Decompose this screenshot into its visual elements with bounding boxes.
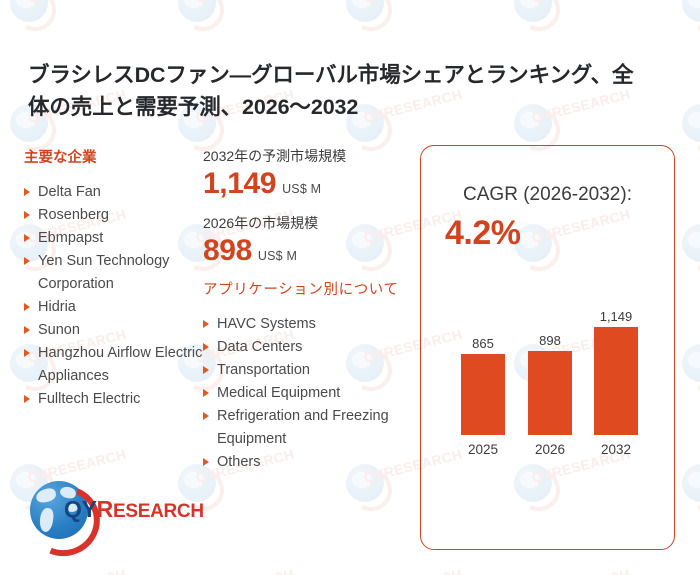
company-list-item: Yen Sun Technology Corporation bbox=[24, 250, 204, 296]
bullet-triangle-icon bbox=[24, 188, 30, 197]
bullet-triangle-icon bbox=[203, 412, 209, 421]
application-list-item: Refrigeration and Freezing Equipment bbox=[203, 405, 418, 451]
bullet-triangle-icon bbox=[24, 303, 30, 312]
bar-category-label: 2026 bbox=[534, 442, 566, 457]
page-title: ブラシレスDCファン―グローバル市場シェアとランキング、全体の売上と需要予測、2… bbox=[28, 63, 634, 119]
application-list-item: Medical Equipment bbox=[203, 382, 418, 405]
company-list-item-label: Ebmpapst bbox=[38, 230, 104, 247]
key-companies-section: 主要な企業 Delta Fan Rosenberg Ebmpapst Yen Sun … bbox=[24, 150, 204, 411]
logo-text-r: R bbox=[96, 496, 114, 522]
bar-category-label: 2025 bbox=[467, 442, 499, 457]
application-list-item-label: HAVC Systems bbox=[217, 316, 316, 333]
company-list-item: Sunon bbox=[24, 319, 204, 342]
company-list-item: Hangzhou Airflow Electric Appliances bbox=[24, 342, 204, 388]
bullet-triangle-icon bbox=[24, 326, 30, 335]
application-list-item-label: Data Centers bbox=[217, 339, 303, 356]
application-list-item-label: Transportation bbox=[217, 362, 310, 379]
market-size-section: 2032年の予測市場規模 1,149 US$ M 2026年の市場規模 898 … bbox=[203, 148, 418, 474]
bullet-triangle-icon bbox=[24, 349, 30, 358]
globe-icon bbox=[30, 481, 88, 539]
key-companies-list: Delta Fan Rosenberg Ebmpapst Yen Sun Techno… bbox=[24, 181, 204, 411]
bullet-triangle-icon bbox=[203, 366, 209, 375]
bullet-triangle-icon bbox=[24, 395, 30, 404]
application-list-item: Data Centers bbox=[203, 336, 418, 359]
forecast-market-size-row: 1,149 US$ M bbox=[203, 166, 418, 200]
current-market-size-row: 898 US$ M bbox=[203, 233, 418, 267]
forecast-market-size-label: 2032年の予測市場規模 bbox=[203, 148, 347, 164]
company-list-item-label: Sunon bbox=[38, 322, 80, 339]
market-size-bar-chart: 865 2025 898 2026 1,149 2032 bbox=[439, 307, 660, 457]
bullet-triangle-icon bbox=[24, 234, 30, 243]
bullet-triangle-icon bbox=[203, 458, 209, 467]
forecast-market-size-unit: US$ M bbox=[282, 181, 322, 196]
company-list-item-label: Delta Fan bbox=[38, 184, 101, 201]
company-list-item-label: Fulltech Electric bbox=[38, 391, 141, 408]
current-market-size-unit: US$ M bbox=[257, 248, 298, 263]
bar-group: 898 2026 bbox=[528, 307, 572, 457]
cagr-value: 4.2% bbox=[445, 214, 521, 252]
bar-value-label: 865 bbox=[472, 336, 494, 351]
bar bbox=[528, 351, 572, 435]
bullet-triangle-icon bbox=[203, 320, 209, 329]
application-list-item-label: Others bbox=[217, 454, 261, 471]
company-list-item-label: Rosenberg bbox=[38, 207, 109, 224]
logo-text-qy: QY bbox=[64, 496, 97, 522]
bar-group: 865 2025 bbox=[461, 307, 505, 457]
bullet-triangle-icon bbox=[203, 343, 209, 352]
application-list-item: Transportation bbox=[203, 359, 418, 382]
applications-heading: アプリケーション別について bbox=[203, 282, 399, 298]
current-market-size-label: 2026年の市場規模 bbox=[203, 215, 319, 231]
bar-value-label: 1,149 bbox=[599, 309, 633, 324]
current-market-size-value: 898 bbox=[203, 233, 252, 267]
company-list-item: Rosenberg bbox=[24, 204, 204, 227]
bar bbox=[461, 354, 505, 435]
company-list-item: Hidria bbox=[24, 296, 204, 319]
applications-list: HAVC Systems Data Centers Transportation Me… bbox=[203, 313, 418, 474]
bar bbox=[594, 327, 638, 435]
company-list-item-label: Yen Sun Technology Corporation bbox=[38, 253, 170, 293]
bar-category-label: 2032 bbox=[600, 442, 632, 457]
bar-group: 1,149 2032 bbox=[594, 307, 638, 457]
cagr-chart-panel: CAGR (2026-2032): 4.2% 865 2025 898 2026 1,1… bbox=[420, 145, 675, 550]
key-companies-heading: 主要な企業 bbox=[24, 150, 97, 166]
bar-value-label: 898 bbox=[539, 333, 561, 348]
company-list-item: Fulltech Electric bbox=[24, 388, 204, 411]
logo-wordmark: QYRESEARCH bbox=[64, 496, 204, 523]
qyresearch-logo: QYRESEARCH bbox=[17, 475, 236, 567]
forecast-market-size-value: 1,149 bbox=[203, 166, 277, 200]
application-list-item-label: Medical Equipment bbox=[217, 385, 341, 402]
company-list-item: Delta Fan bbox=[24, 181, 204, 204]
company-list-item-label: Hidria bbox=[38, 299, 76, 316]
application-list-item: Others bbox=[203, 451, 418, 474]
bullet-triangle-icon bbox=[24, 257, 30, 266]
cagr-label: CAGR (2026-2032): bbox=[463, 184, 632, 205]
logo-text-research: ESEARCH bbox=[112, 501, 204, 522]
company-list-item-label: Hangzhou Airflow Electric Appliances bbox=[38, 345, 203, 385]
company-list-item: Ebmpapst bbox=[24, 227, 204, 250]
bullet-triangle-icon bbox=[24, 211, 30, 220]
application-list-item: HAVC Systems bbox=[203, 313, 418, 336]
application-list-item-label: Refrigeration and Freezing Equipment bbox=[217, 408, 389, 448]
bullet-triangle-icon bbox=[203, 389, 209, 398]
